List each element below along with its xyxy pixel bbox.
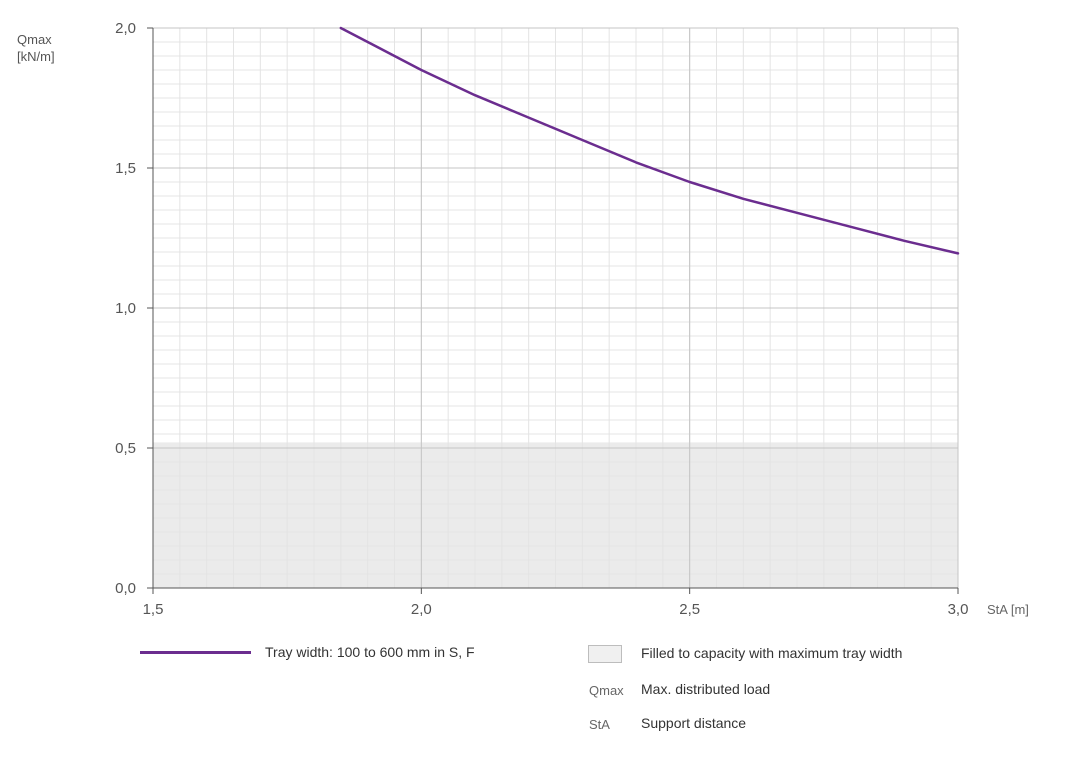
x-tick-label: 1,5 [143,601,164,618]
x-tick-label: 2,5 [679,601,700,618]
y-tick-label: 0,5 [115,440,136,457]
legend-line-swatch [140,651,251,654]
x-tick-label: 3,0 [948,601,969,618]
chart-area: 0,0 0,5 1,0 1,5 2,0 1,5 2,0 2,5 3,0 StA [m] [115,20,1029,618]
y-axis-label: Qmax [kN/m] [17,31,55,65]
y-axis-label-line2: [kN/m] [17,49,55,64]
series-layer [339,26,960,255]
series-line-tray-width [339,26,960,255]
legend-qmax-desc: Max. distributed load [641,681,771,697]
legend-fill-swatch [588,645,622,663]
x-tick-label: 2,0 [411,601,432,618]
y-axis-label-line1: Qmax [17,32,52,47]
y-tick-label: 1,5 [115,160,136,177]
legend-sta-desc: Support distance [641,715,747,731]
tick-labels: 0,0 0,5 1,0 1,5 2,0 1,5 2,0 2,5 3,0 StA [m] [115,20,1029,618]
y-tick-label: 2,0 [115,20,136,37]
y-tick-label: 1,0 [115,300,136,317]
legend-sta-key: StA [589,717,610,732]
y-tick-label: 0,0 [115,580,136,597]
legend-fill-label: Filled to capacity with maximum tray wid… [641,645,903,661]
axes [147,27,959,594]
legend-line-label: Tray width: 100 to 600 mm in S, F [265,644,475,660]
x-axis-label: StA [m] [987,602,1029,617]
grid [152,27,959,589]
legend-qmax-key: Qmax [589,683,624,698]
